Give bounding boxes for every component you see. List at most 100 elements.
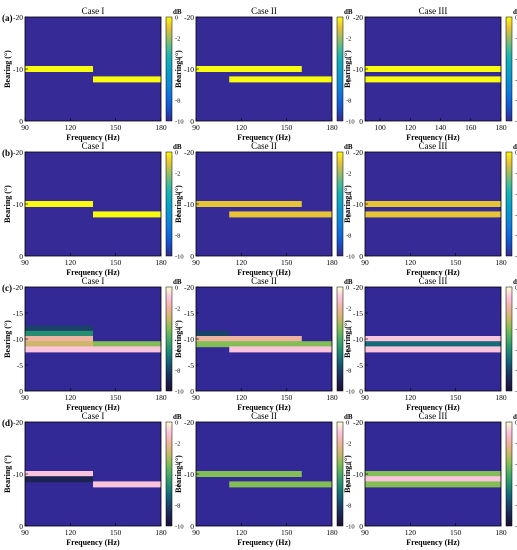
colorbar-tick-label: -8: [175, 503, 180, 510]
x-axis-label: Frequency (Hz): [406, 133, 460, 142]
colorbar-tick-label: -6: [175, 347, 181, 354]
x-tick-label: 120: [65, 258, 77, 267]
x-axis-label: Frequency (Hz): [66, 133, 120, 142]
x-tick-label: 150: [450, 528, 462, 537]
heatmap-band: [25, 471, 93, 477]
x-tick-label: 120: [236, 123, 248, 132]
colorbar-tick-label: -6: [515, 482, 517, 489]
y-tick-label: -10: [184, 335, 194, 344]
colorbar-tick-label: -8: [515, 368, 517, 375]
x-tick-label: 180: [326, 393, 338, 402]
colorbar-label: dB: [173, 278, 182, 286]
colorbar-tick-label: 0: [175, 420, 178, 427]
panel-title: Case II: [251, 411, 277, 421]
y-tick-label: -20: [353, 418, 363, 427]
y-tick-label: 0: [19, 252, 23, 261]
x-tick-label: 120: [65, 528, 77, 537]
colorbar-tick-label: -8: [175, 233, 180, 240]
x-tick-label: 90: [21, 258, 29, 267]
y-axis-label: Bearing (°): [3, 50, 12, 88]
heatmap-band: [365, 211, 501, 218]
colorbar-label: dB: [173, 413, 182, 421]
y-tick-label: -20: [13, 418, 23, 427]
colorbar: [505, 16, 513, 122]
x-tick-label: 150: [450, 258, 462, 267]
y-axis-label: Bearing (°): [3, 455, 12, 493]
y-axis-label: Bearing (°): [174, 455, 183, 493]
colorbar-tick-label: -2: [346, 305, 351, 312]
colorbar-tick-label: -2: [346, 35, 351, 42]
y-axis-label: Bearing (°): [343, 455, 352, 493]
x-axis-label: Frequency (Hz): [237, 133, 291, 142]
y-tick-label: 0: [190, 252, 194, 261]
panel-title: Case II: [251, 141, 277, 151]
colorbar-tick-label: 0: [515, 15, 517, 22]
y-tick-label: -20: [184, 148, 194, 157]
y-tick-label: 0: [359, 522, 363, 531]
colorbar-label: dB: [173, 8, 182, 16]
y-tick-label: 0: [359, 252, 363, 261]
y-axis-label: Bearing (°): [343, 320, 352, 358]
x-tick-label: 90: [361, 258, 369, 267]
colorbar-tick-label: -6: [515, 212, 517, 219]
colorbar-tick-label: -8: [346, 503, 351, 510]
x-tick-label: 150: [110, 123, 122, 132]
colorbar-tick-label: -6: [346, 482, 352, 489]
x-tick-label: 120: [65, 123, 77, 132]
y-tick-label: 0: [190, 522, 194, 531]
y-tick-label: -10: [13, 200, 23, 209]
panel-title: Case II: [251, 276, 277, 286]
panel-title: Case I: [82, 6, 105, 16]
x-tick-label: 100: [374, 123, 386, 132]
x-axis-label: Frequency (Hz): [66, 538, 120, 547]
y-tick-label: 0: [359, 117, 363, 126]
x-tick-label: 150: [281, 393, 293, 402]
x-tick-label: 120: [405, 258, 417, 267]
x-tick-label: 90: [192, 528, 200, 537]
heatmap-band: [365, 471, 501, 477]
y-tick-label: -10: [13, 65, 23, 74]
heatmap-band: [93, 76, 161, 83]
colorbar: [165, 421, 173, 527]
colorbar-tick-label: -4: [175, 326, 181, 333]
panel-title: Case II: [251, 6, 277, 16]
y-tick-label: -15: [184, 309, 194, 318]
colorbar-tick-label: -10: [346, 254, 355, 261]
y-tick-label: -15: [353, 309, 363, 318]
colorbar-tick-label: 0: [346, 420, 349, 427]
x-axis-label: Frequency (Hz): [406, 403, 460, 412]
colorbar-tick-label: -10: [515, 254, 517, 261]
colorbar-label: dB: [344, 413, 353, 421]
y-tick-label: -10: [13, 470, 23, 479]
y-tick-label: -10: [184, 200, 194, 209]
y-tick-label: 0: [19, 522, 23, 531]
x-tick-label: 180: [495, 393, 507, 402]
colorbar-tick-label: -2: [515, 440, 517, 447]
colorbar: [336, 421, 344, 527]
x-tick-label: 90: [21, 528, 29, 537]
y-tick-label: -10: [184, 65, 194, 74]
x-axis-label: Frequency (Hz): [66, 268, 120, 277]
panel-title: Case III: [419, 276, 448, 286]
x-tick-label: 120: [236, 258, 248, 267]
x-tick-label: 180: [326, 123, 338, 132]
y-axis-label: Bearing (°): [3, 320, 12, 358]
heatmap-band: [196, 471, 302, 477]
x-axis-label: Frequency (Hz): [237, 538, 291, 547]
colorbar-tick-label: 0: [346, 285, 349, 292]
colorbar-tick-label: -10: [346, 389, 355, 396]
y-tick-label: -20: [13, 13, 23, 22]
x-axis-label: Frequency (Hz): [237, 403, 291, 412]
heatmap-band: [365, 341, 501, 348]
colorbar: [336, 16, 344, 122]
colorbar: [165, 286, 173, 392]
y-tick-label: -10: [13, 335, 23, 344]
x-tick-label: 150: [281, 528, 293, 537]
y-tick-label: -5: [188, 361, 194, 370]
heatmap-band: [229, 211, 332, 218]
